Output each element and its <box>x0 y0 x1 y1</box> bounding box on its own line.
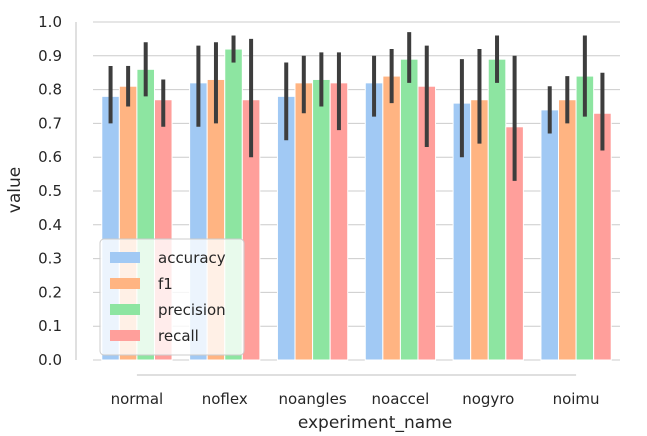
legend-label-recall: recall <box>158 327 199 345</box>
legend-swatch-recall <box>110 330 140 341</box>
bar-f1-noimu <box>558 99 577 361</box>
y-tick-label: 0.6 <box>38 148 62 166</box>
y-tick-label: 0.4 <box>38 216 62 234</box>
legend: accuracy f1 precision recall <box>99 238 245 356</box>
x-tick-label: noflex <box>202 390 248 408</box>
legend-label-f1: f1 <box>158 275 173 293</box>
y-tick-label: 0.5 <box>38 182 62 200</box>
bar-f1-noangles <box>294 82 314 361</box>
legend-swatch-precision <box>110 304 140 315</box>
x-tick-label: normal <box>111 390 164 408</box>
y-tick-label: 0.9 <box>38 47 62 65</box>
x-tick-label: nogyro <box>462 390 514 408</box>
legend-swatch-f1 <box>110 278 140 289</box>
bar-accuracy-noimu <box>540 109 560 361</box>
error-bar-layer <box>108 32 605 181</box>
y-tick-label: 0.2 <box>38 283 62 301</box>
bar-precision-noaccel <box>399 58 419 361</box>
y-tick-label: 0.8 <box>38 81 62 99</box>
bar-precision-noimu <box>575 75 595 361</box>
legend-label-precision: precision <box>158 301 226 319</box>
legend-label-accuracy: accuracy <box>158 249 226 267</box>
y-axis-label: value <box>5 167 25 213</box>
x-tick-label: noaccel <box>372 390 430 408</box>
bar-accuracy-noaccel <box>364 82 384 361</box>
y-tick-label: 0.7 <box>38 114 62 132</box>
legend-swatch-accuracy <box>110 252 140 263</box>
x-tick-label: noangles <box>279 390 347 408</box>
x-tick-label: noimu <box>553 390 600 408</box>
y-tick-label: 0.3 <box>38 250 62 268</box>
legend-frame <box>99 238 245 356</box>
x-axis-label: experiment_name <box>298 413 452 432</box>
bar-precision-noangles <box>312 78 331 361</box>
bar-f1-noaccel <box>382 75 401 361</box>
y-tick-label: 1.0 <box>38 13 62 31</box>
bar-precision-nogyro <box>487 58 507 361</box>
axis-layer: 0.0 0.1 0.2 0.3 0.4 0.5 0.6 0.7 0.8 0.9 1.0 normal n… <box>38 13 599 408</box>
y-tick-label: 0.1 <box>38 317 62 335</box>
y-tick-label: 0.0 <box>38 351 62 369</box>
